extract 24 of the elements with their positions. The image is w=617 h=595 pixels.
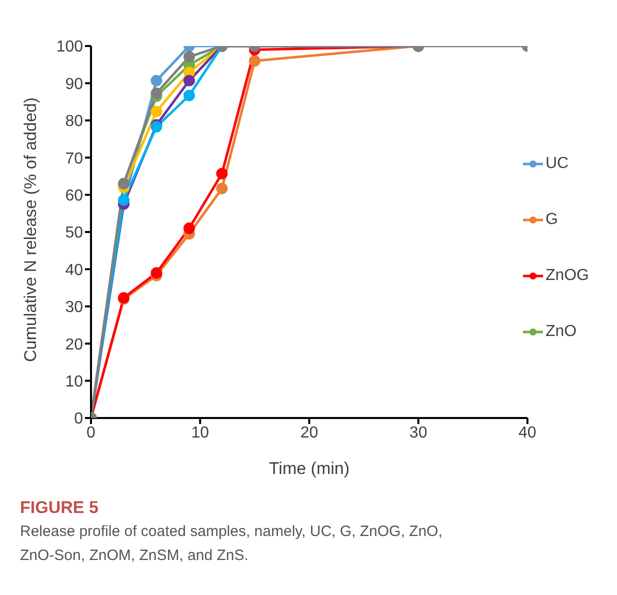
x-tick-label: 20 bbox=[300, 424, 318, 442]
y-tick-label: 20 bbox=[65, 336, 84, 354]
x-tick-label: 0 bbox=[86, 424, 96, 442]
y-tick-label: 80 bbox=[65, 113, 84, 130]
y-tick-label: 40 bbox=[65, 262, 84, 279]
legend-label: ZnO bbox=[545, 323, 577, 341]
y-tick-label: 60 bbox=[65, 187, 84, 204]
legend-label: UC bbox=[545, 155, 569, 173]
x-tick-label: 40 bbox=[518, 424, 536, 442]
legend-label: G bbox=[545, 211, 558, 229]
y-tick-label: 100 bbox=[56, 38, 84, 56]
y-tick-label: 0 bbox=[74, 410, 84, 428]
caption: FIGURE 5 bbox=[20, 497, 100, 519]
y-axis-title: Cumulative N release (% of added) bbox=[21, 97, 40, 362]
y-tick-label: 90 bbox=[65, 76, 84, 93]
x-tick-label: 30 bbox=[409, 424, 428, 442]
x-axis-title: Time (min) bbox=[268, 459, 350, 478]
x-tick-label: 10 bbox=[191, 424, 210, 442]
y-tick-label: 50 bbox=[65, 224, 84, 242]
y-tick-label: 10 bbox=[65, 373, 84, 390]
legend-label: ZnOG bbox=[545, 267, 589, 285]
y-tick-label: 30 bbox=[65, 299, 84, 316]
text: Release profile of coated samples, namely, UC, G, ZnOG, ZnO, ZnO-Son, ZnOM, ZnSM, and ZnS. bbox=[20, 522, 444, 566]
y-tick-label: 70 bbox=[65, 150, 84, 168]
